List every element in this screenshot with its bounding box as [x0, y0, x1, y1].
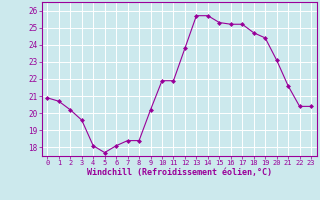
X-axis label: Windchill (Refroidissement éolien,°C): Windchill (Refroidissement éolien,°C)	[87, 168, 272, 177]
